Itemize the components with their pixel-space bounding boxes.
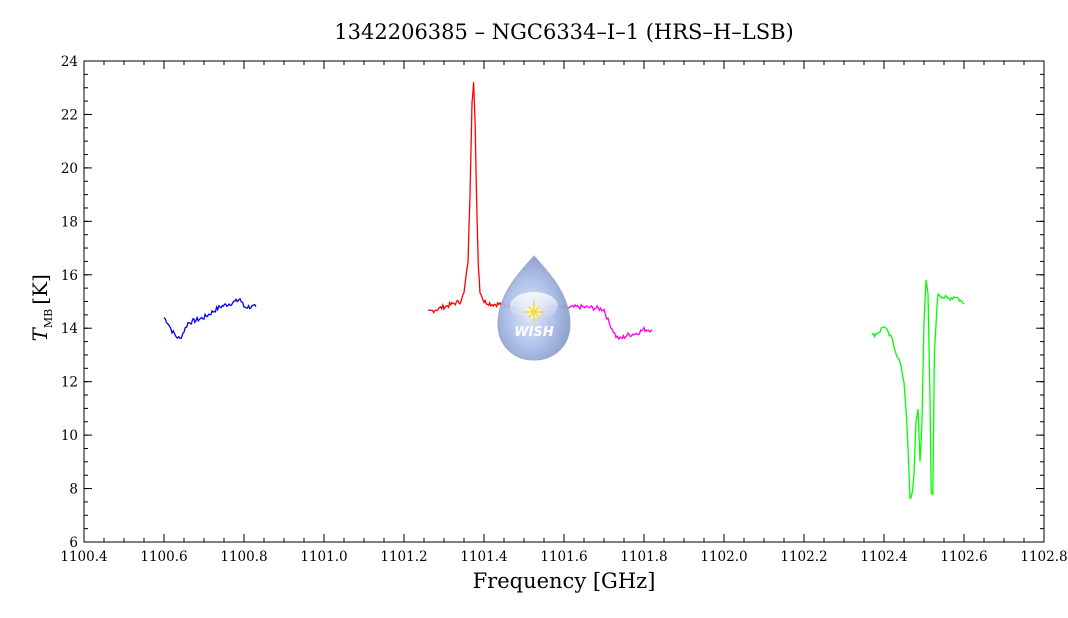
y-tick-label: 24	[61, 54, 78, 70]
x-tick-label: 1101.6	[540, 549, 587, 565]
logo-text: WISH	[514, 325, 554, 340]
star-ray	[533, 306, 540, 313]
x-tick-label: 1101.2	[380, 549, 427, 565]
x-tick-label: 1102.2	[780, 549, 827, 565]
y-tick-labels: 6 8 10 12 14 16 18 20 22 24	[61, 54, 78, 551]
x-tick-label: 1102.6	[940, 549, 987, 565]
y-axis-subscript: MB	[42, 309, 55, 328]
x-tick-label: 1100.8	[220, 549, 267, 565]
series-line-1	[163, 297, 257, 340]
plot-frame	[83, 60, 1045, 543]
data-series	[163, 82, 965, 500]
x-tick-labels: 1100.4 1100.6 1100.8 1101.0 1101.2 1101.4 1101…	[60, 549, 1067, 565]
x-tick-label: 1102.0	[700, 549, 747, 565]
y-tick-label: 14	[61, 321, 78, 337]
x-tick-label: 1100.6	[140, 549, 187, 565]
star-icon	[523, 301, 545, 323]
x-tick-label: 1100.4	[60, 549, 107, 565]
x-axis-label: Frequency [GHz]	[473, 569, 656, 593]
y-tick-label: 18	[61, 214, 78, 230]
series-line-2	[428, 82, 517, 314]
star-ray	[533, 311, 540, 318]
x-tick-label: 1102.8	[1020, 549, 1067, 565]
wish-logo: WISH	[497, 255, 571, 361]
x-tick-label: 1101.8	[620, 549, 667, 565]
y-tick-label: 20	[61, 161, 78, 177]
y-tick-label: 12	[61, 375, 78, 391]
y-tick-label: 6	[69, 535, 78, 551]
y-tick-label: 16	[61, 268, 78, 284]
y-axis-symbol: T	[28, 327, 52, 342]
star-ray	[528, 311, 535, 318]
y-tick-label: 8	[69, 482, 78, 498]
x-tick-label: 1102.4	[860, 549, 907, 565]
series-line-4	[871, 279, 965, 500]
y-tick-label: 22	[61, 107, 78, 123]
x-tick-label: 1101.0	[300, 549, 347, 565]
y-axis-unit: [K]	[28, 274, 52, 305]
y-tick-label: 10	[61, 428, 78, 444]
x-tick-label: 1101.4	[460, 549, 507, 565]
star-ray	[528, 306, 535, 313]
chart-title: 1342206385 – NGC6334–I–1 (HRS–H–LSB)	[334, 20, 793, 44]
y-axis-label: TMB [K]	[28, 274, 55, 341]
